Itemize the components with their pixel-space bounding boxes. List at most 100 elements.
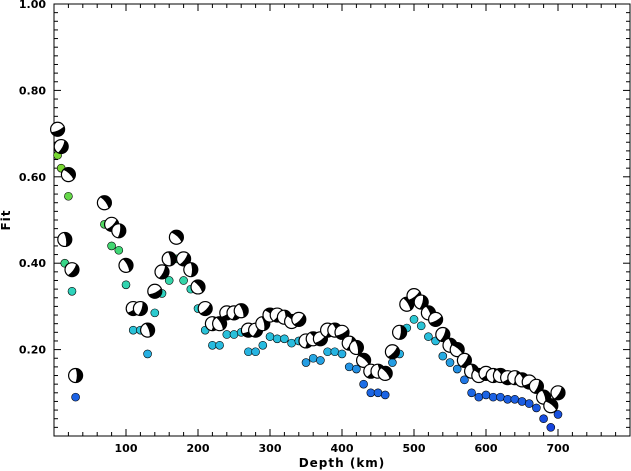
fit-dot: [467, 388, 476, 398]
fit-dot: [222, 330, 232, 339]
beachball-marker: [413, 294, 429, 310]
fit-dot: [352, 364, 361, 374]
beachball-compression-quadrant: [354, 340, 364, 355]
beachball-marker: [456, 352, 472, 368]
beachball-marker: [140, 322, 156, 338]
beachball-compression-quadrant: [554, 386, 565, 400]
y-tick-label: 0.20: [19, 344, 46, 357]
fit-dot: [496, 392, 505, 402]
beachball-compression-quadrant: [100, 195, 112, 209]
beachball-compression-quadrant: [138, 301, 148, 316]
beachball-marker: [197, 300, 213, 317]
y-tick-label: 0.40: [19, 257, 46, 270]
fit-dot: [272, 334, 282, 344]
beachball-marker: [384, 344, 400, 360]
beachball-marker: [183, 262, 199, 278]
beachball-marker: [161, 251, 177, 267]
beachball-compression-quadrant: [533, 379, 544, 394]
fit-dot: [344, 362, 354, 372]
fit-dot: [280, 334, 289, 344]
beachball-compression-quadrant: [67, 264, 79, 277]
fit-dot: [445, 358, 455, 367]
beachball-marker: [118, 257, 134, 273]
fit-dot: [416, 321, 426, 331]
beachball-compression-quadrant: [122, 258, 134, 272]
fit-dot: [366, 388, 376, 398]
beachball-compression-quadrant: [179, 253, 191, 266]
beachball-compression-quadrant: [216, 316, 227, 330]
fit-dot: [251, 347, 260, 357]
beachball-compression-quadrant: [419, 295, 429, 310]
beachball-marker: [377, 365, 393, 381]
beachball-marker: [356, 352, 372, 368]
beachball-compression-quadrant: [460, 354, 472, 368]
fit-dot: [265, 332, 275, 341]
fit-dot: [539, 414, 548, 424]
beachball-compression-quadrant: [545, 398, 558, 411]
fit-dot: [316, 356, 325, 365]
x-tick-label: 200: [187, 442, 210, 455]
beachball-compression-quadrant: [63, 232, 72, 247]
beachball-marker: [392, 324, 408, 340]
beachball-compression-quadrant: [451, 342, 465, 355]
x-tick-label: 500: [403, 442, 426, 455]
fit-dots: [53, 150, 563, 432]
beachball-compression-quadrant: [358, 353, 371, 365]
x-tick-label: 400: [331, 442, 354, 455]
fit-dot: [121, 280, 131, 290]
beachball-compression-quadrant: [190, 262, 198, 277]
fit-dot: [164, 276, 174, 285]
x-axis-title: Depth (km): [299, 456, 386, 470]
x-tick-label: 600: [475, 442, 498, 455]
beachball-compression-quadrant: [75, 368, 83, 383]
fit-dot: [308, 353, 318, 363]
beachball-marker: [312, 331, 328, 347]
fit-dot: [503, 394, 512, 404]
beachball-compression-quadrant: [314, 334, 328, 346]
beachball-marker: [435, 326, 451, 343]
fit-dot: [510, 394, 520, 404]
fit-dot: [424, 332, 433, 341]
fit-dot: [179, 276, 188, 285]
fit-dot: [215, 340, 224, 350]
fit-dot: [388, 358, 397, 367]
beachball-marker: [111, 223, 127, 239]
beachball-marker: [528, 378, 545, 394]
beachball-marker: [176, 251, 192, 267]
fit-dot: [488, 392, 498, 402]
beachball-marker: [291, 311, 307, 327]
beachball-marker: [60, 167, 77, 183]
beachball-compression-quadrant: [158, 265, 169, 279]
fit-dot: [474, 392, 484, 402]
beachball-compression-quadrant: [429, 315, 443, 327]
fit-dot: [114, 245, 124, 255]
fit-dot: [524, 399, 534, 408]
beachball-compression-quadrant: [200, 303, 213, 316]
y-tick-label: 0.80: [19, 84, 46, 97]
beachball-compression-quadrant: [398, 325, 407, 340]
fit-dot: [150, 308, 160, 318]
beachball-marker: [168, 229, 184, 245]
beachball-marker: [57, 231, 73, 248]
beachball-marker: [348, 339, 364, 356]
fit-dot: [546, 423, 556, 432]
beachball-marker: [53, 138, 69, 155]
axis-ticks: 100 200 300 400 500 600 700 0.20 0.40 0.60 0.80 1.0…: [19, 0, 630, 455]
beachball-compression-quadrant: [171, 230, 184, 243]
fit-dot: [258, 340, 268, 350]
beachball-compression-quadrant: [238, 303, 249, 318]
beachball-markers: [49, 121, 566, 414]
beachball-marker: [543, 398, 559, 414]
beachball-marker: [428, 311, 444, 327]
fit-dot: [208, 340, 217, 350]
beachball-marker: [449, 342, 465, 358]
beachball-compression-quadrant: [51, 126, 65, 137]
fit-dot: [373, 388, 383, 398]
fit-dot: [359, 379, 368, 389]
fit-dot: [532, 403, 541, 413]
y-tick-label: 0.60: [19, 171, 46, 184]
fit-dot: [128, 325, 138, 335]
fit-dot: [517, 397, 527, 406]
beachball-compression-quadrant: [387, 346, 400, 359]
